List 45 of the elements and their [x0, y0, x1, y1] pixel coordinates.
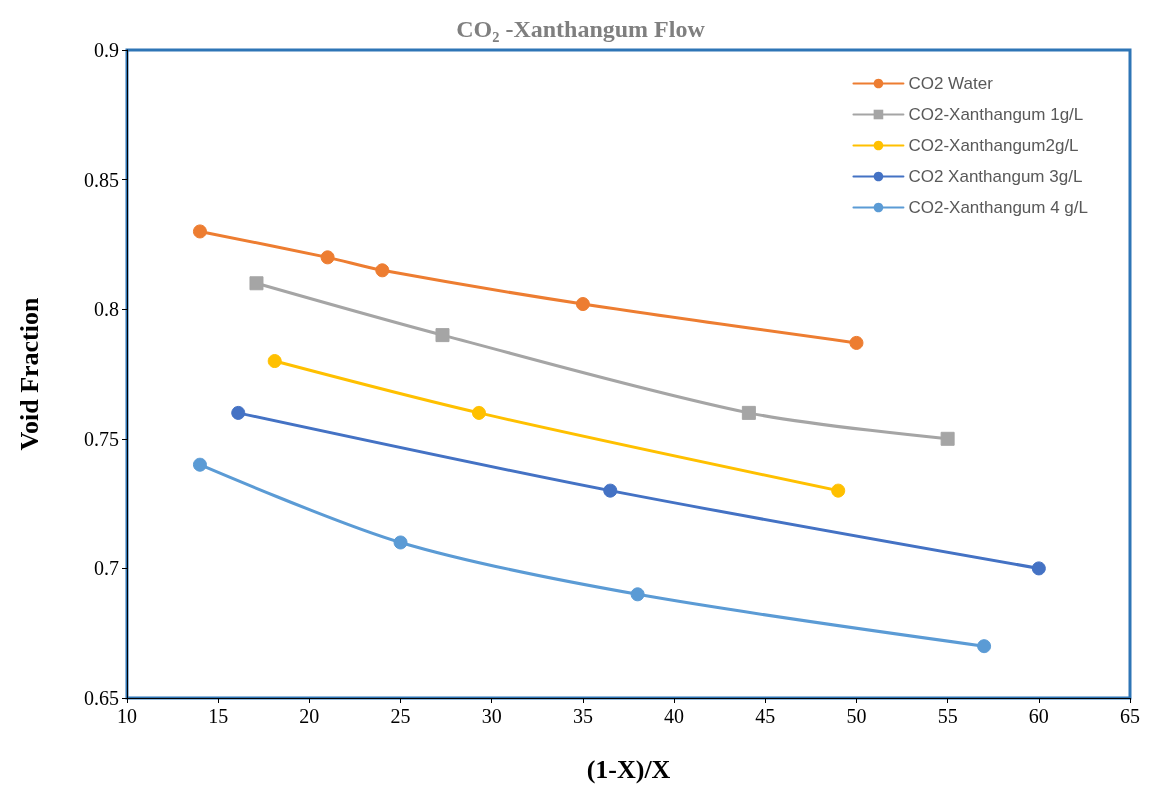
point	[375, 263, 390, 278]
chart-title: CO₂ -Xanthangum Flow	[456, 16, 706, 42]
point	[977, 639, 992, 654]
legend-label: CO2 Xanthangum 3g/L	[908, 167, 1083, 186]
legend-label: CO2-Xanthangum2g/L	[908, 136, 1079, 155]
x-tick-label: 40	[664, 705, 685, 727]
y-tick-label: 0.85	[84, 168, 119, 191]
point	[249, 276, 264, 291]
point	[393, 535, 408, 550]
x-tick-label: 15	[208, 705, 229, 727]
point	[1031, 561, 1046, 576]
point	[630, 587, 645, 602]
point	[435, 328, 450, 343]
point	[231, 405, 246, 420]
point	[192, 224, 207, 239]
x-tick-label: 60	[1028, 705, 1049, 727]
x-tick-label: 25	[390, 705, 411, 727]
x-axis-title: (1-X)/X	[586, 754, 671, 784]
point	[849, 335, 864, 350]
x-tick-label: 65	[1120, 705, 1140, 727]
y-tick-label: 0.9	[94, 39, 119, 61]
y-tick-label: 0.8	[94, 298, 119, 321]
point	[192, 457, 207, 472]
legend-label: CO2-Xanthangum 1g/L	[908, 105, 1084, 124]
point	[741, 405, 756, 420]
legend-label: CO2 Water	[908, 74, 994, 93]
point	[940, 431, 955, 446]
point	[267, 354, 282, 369]
x-tick-label: 30	[481, 705, 502, 727]
y-axis-title: Void Fraction	[14, 297, 44, 451]
point	[471, 405, 486, 420]
point	[575, 297, 590, 312]
x-tick-label: 10	[117, 705, 137, 727]
x-tick-label: 45	[755, 705, 776, 727]
y-tick-label: 0.65	[84, 687, 119, 709]
x-tick-label: 20	[299, 705, 320, 727]
y-tick-label: 0.75	[84, 427, 119, 450]
point	[320, 250, 335, 265]
x-tick-label: 55	[937, 705, 958, 727]
x-tick-label: 50	[846, 705, 867, 727]
point	[603, 483, 618, 498]
legend-label: CO2-Xanthangum 4 g/L	[908, 198, 1089, 217]
x-tick-label: 35	[572, 705, 593, 727]
y-tick-label: 0.7	[94, 557, 119, 580]
point	[831, 483, 846, 498]
